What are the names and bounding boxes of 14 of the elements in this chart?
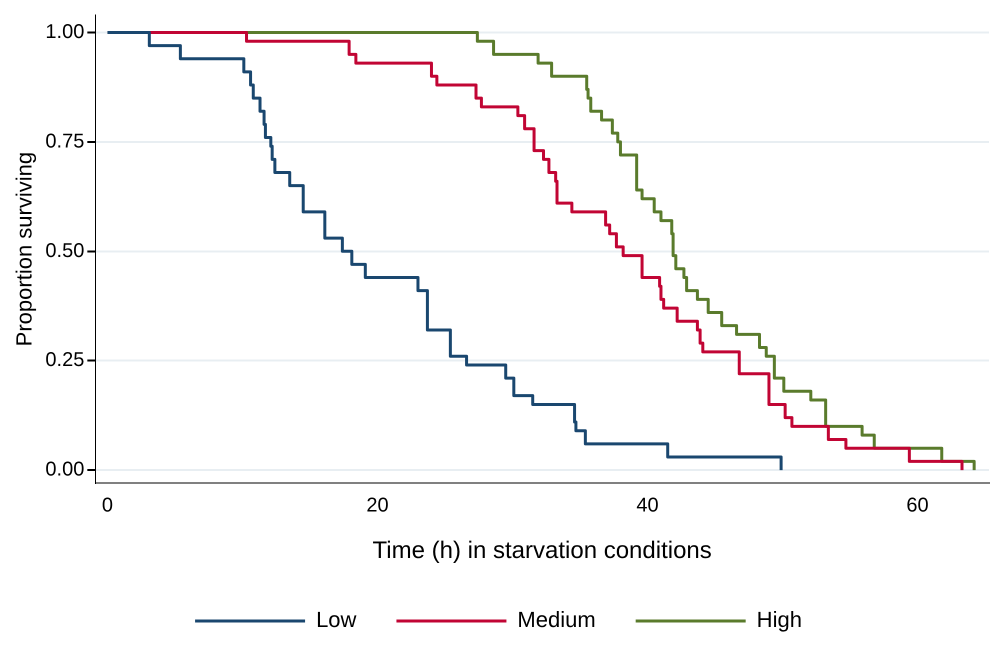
y-tick-label: 0.00 — [45, 458, 84, 481]
y-tick-label: 1.00 — [45, 21, 84, 44]
x-tick-label: 40 — [636, 494, 659, 517]
legend-label: Low — [316, 607, 357, 632]
x-tick-label: 0 — [102, 494, 114, 517]
y-tick-label: 0.25 — [45, 349, 84, 372]
legend-label: High — [756, 607, 802, 632]
x-tick-label: 60 — [906, 494, 929, 517]
y-tick-label: 0.50 — [45, 240, 84, 262]
legend-label: Medium — [517, 607, 596, 632]
x-tick-label: 20 — [366, 494, 389, 517]
y-axis-title: Proportion surviving — [11, 152, 36, 346]
y-tick-label: 0.75 — [45, 130, 84, 152]
x-axis-title: Time (h) in starvation conditions — [372, 537, 712, 564]
